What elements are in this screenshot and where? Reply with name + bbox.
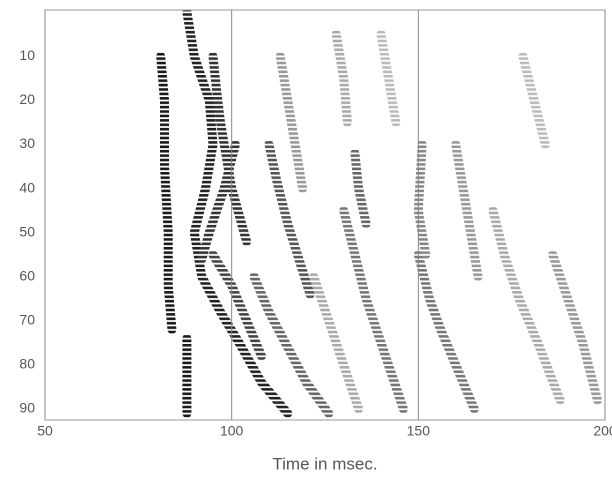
y-tick-label: 80 (19, 356, 35, 372)
trace-event (413, 140, 431, 260)
y-tick-label: 10 (19, 47, 35, 63)
trace-event (249, 272, 334, 418)
trace-event (275, 51, 308, 193)
x-axis-label: Time in msec. (272, 454, 377, 473)
y-tick-label: 30 (19, 135, 35, 151)
trace-event (264, 140, 315, 299)
y-tick-label: 20 (19, 91, 35, 107)
trace-event (350, 148, 371, 229)
y-tick-label: 60 (19, 267, 35, 283)
x-tick-label: 200 (593, 423, 612, 439)
trace-event (197, 140, 240, 264)
trace-event (488, 206, 565, 405)
trace-event (182, 10, 293, 418)
trace-event (376, 29, 401, 127)
x-tick-label: 100 (220, 423, 244, 439)
trace-event (339, 206, 408, 414)
y-tick-label: 40 (19, 179, 35, 195)
trace-event (331, 29, 352, 127)
y-tick-label: 70 (19, 312, 35, 328)
trace-event (208, 51, 252, 246)
trace-event (548, 250, 602, 405)
trace-event (309, 272, 364, 414)
trace-event (451, 140, 483, 282)
y-tick-label: 90 (19, 400, 35, 416)
trace-event (208, 250, 266, 361)
trace-event (518, 51, 550, 149)
trace-event (413, 250, 479, 414)
plot-frame (44, 9, 606, 421)
y-tick-label: 50 (19, 223, 35, 239)
x-tick-label: 150 (407, 423, 431, 439)
trace-event (156, 51, 177, 335)
x-tick-label: 50 (37, 423, 53, 439)
traces (156, 10, 602, 418)
